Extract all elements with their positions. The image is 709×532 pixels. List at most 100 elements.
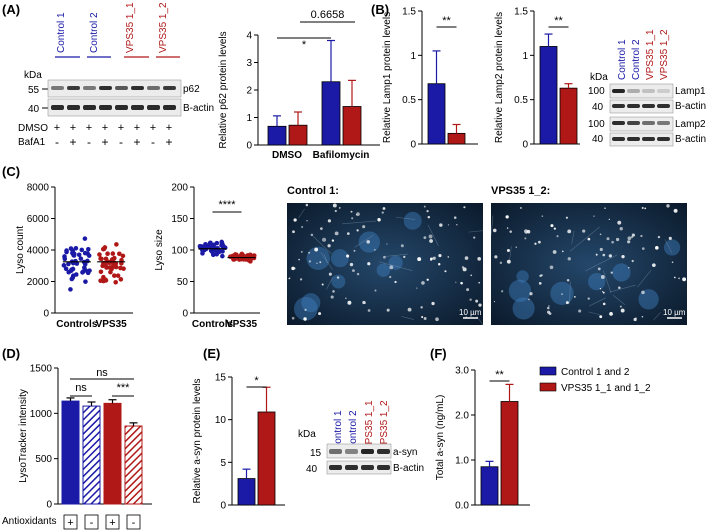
chart-b-lamp2-sig: ** (554, 15, 563, 27)
micro-puncta (420, 306, 423, 309)
micro-puncta (306, 220, 308, 222)
chart-f-total-bar-0 (480, 466, 499, 506)
blot-e-band-actin-lane (361, 465, 374, 470)
micro-puncta (494, 255, 498, 259)
chart-e-asyn-ytick-label: 15 (215, 373, 227, 384)
chart-c-size-ytick-label: 150 (171, 214, 188, 225)
chart-d-sign-box-1 (84, 514, 99, 530)
micro-neurite (569, 226, 600, 252)
chart-b-lamp1-ylabel: Relative Lamp1 protein levels (382, 12, 393, 143)
chart-c-size-point-1 (248, 254, 253, 259)
blot-b-marker-100a: 100 (588, 86, 605, 97)
chart-f-total-ytick-label: 1.0 (455, 456, 469, 467)
chart-c-count-point-0 (82, 236, 88, 241)
chart-f-total-bar-1 (500, 401, 519, 506)
micro-puncta (332, 203, 337, 208)
micro-puncta (421, 281, 425, 285)
chart-d-xlabel: Antioxidants (2, 516, 56, 527)
micro-puncta (524, 229, 528, 234)
chart-c-count-point-1 (103, 277, 108, 282)
micro-neurite (569, 281, 571, 305)
blot-a-dmso-sign: + (54, 122, 60, 134)
blot-e: Control 1 Control 2 VPS35 1_1 VPS35 1_2 … (298, 400, 424, 475)
chart-d-bar-0 (61, 400, 80, 505)
blot-b-band-actin1-lane (642, 104, 655, 108)
micro-scale-left: 10 µm (459, 308, 482, 317)
micro-puncta (618, 286, 621, 290)
micro-puncta (338, 207, 341, 209)
micro-puncta (547, 306, 550, 310)
micro-puncta (599, 315, 603, 319)
blot-e-band-asyn-lane (329, 449, 342, 454)
chart-d-sign-1: - (90, 517, 94, 529)
chart-c-count-point-0 (80, 269, 86, 274)
chart-a-ytick-label: 3 (246, 58, 252, 69)
micro-puncta (611, 240, 614, 244)
panel-label-f: (F) (430, 346, 447, 361)
micro-puncta (493, 301, 496, 303)
micro-neurite (323, 254, 328, 263)
chart-e-asyn: 0 5 10 15 Relative a-syn protein levels * (192, 373, 285, 512)
micro-neurite (609, 284, 636, 293)
micro-puncta (601, 291, 604, 293)
blot-a-dmso-sign: + (118, 122, 124, 134)
micro-puncta (423, 317, 427, 320)
chart-a-sig-star: * (302, 39, 307, 51)
micro-nucleus (376, 263, 391, 277)
chart-c-count-point-1 (100, 246, 106, 252)
blot-b-band-lamp1-lane (642, 89, 655, 93)
micro-puncta (389, 275, 392, 279)
micro-puncta (426, 209, 429, 213)
micro-puncta (602, 302, 606, 306)
micro-puncta (573, 295, 576, 298)
blot-b-band-lamp2-lane (612, 121, 625, 125)
micro-puncta (293, 267, 296, 270)
micro-neurite (490, 215, 494, 236)
micro-puncta (366, 240, 370, 244)
chart-b-lamp2-ytick-label: 0 (522, 140, 528, 151)
micro-puncta (640, 234, 643, 238)
chart-c-count-ylabel: Lyso count (15, 226, 26, 274)
micro-puncta (556, 235, 559, 238)
micro-puncta (288, 277, 291, 279)
micro-nucleus (638, 289, 659, 310)
chart-f-sig: ** (495, 369, 504, 381)
chart-b-lamp2: 0 0.5 1 1.5 Relative Lamp2 protein levels ** (494, 7, 580, 151)
micro-puncta (322, 237, 327, 242)
micro-nucleus (612, 263, 631, 282)
chart-c-count-point-0 (66, 269, 71, 275)
chart-c-size-xlabel-0: Controls (192, 319, 234, 330)
micro-puncta (314, 247, 319, 252)
chart-d-sig-ns2: ns (75, 382, 87, 394)
blot-b-lane-4: VPS35 1_2 (659, 29, 670, 80)
micro-puncta (430, 258, 433, 261)
micro-puncta (381, 211, 384, 214)
micro-puncta (423, 236, 427, 240)
micro-puncta (304, 308, 307, 311)
micro-puncta (655, 246, 659, 250)
blot-e-band-actin-lane (377, 465, 390, 470)
micro-puncta (473, 236, 476, 239)
micro-puncta (506, 248, 510, 252)
blot-b-band-lamp2-lane (627, 121, 640, 125)
legend-label-control: Control 1 and 2 (561, 367, 630, 378)
chart-c-count-ytick-label: 6000 (27, 214, 50, 225)
blot-b-marker-100b: 100 (588, 119, 605, 130)
micro-puncta (631, 259, 634, 263)
micro-puncta (334, 209, 337, 213)
chart-a-bar-control (321, 81, 341, 146)
chart-b-lamp2-bar-0 (539, 46, 558, 145)
chart-c-size-ytick-label: 0 (182, 309, 188, 320)
micro-neurite (664, 239, 673, 253)
chart-c-size-point-0 (203, 241, 208, 247)
micro-puncta (641, 247, 645, 250)
micro-neurite (354, 234, 374, 248)
micro-puncta (595, 253, 598, 256)
blot-b-band-lamp1-lane (612, 89, 625, 93)
chart-c-count-point-1 (108, 269, 113, 275)
micro-puncta (291, 316, 295, 320)
micro-puncta (355, 213, 358, 216)
chart-b-lamp1-bar-1 (447, 132, 466, 145)
micro-title-right: VPS35 1_2: (491, 185, 550, 197)
